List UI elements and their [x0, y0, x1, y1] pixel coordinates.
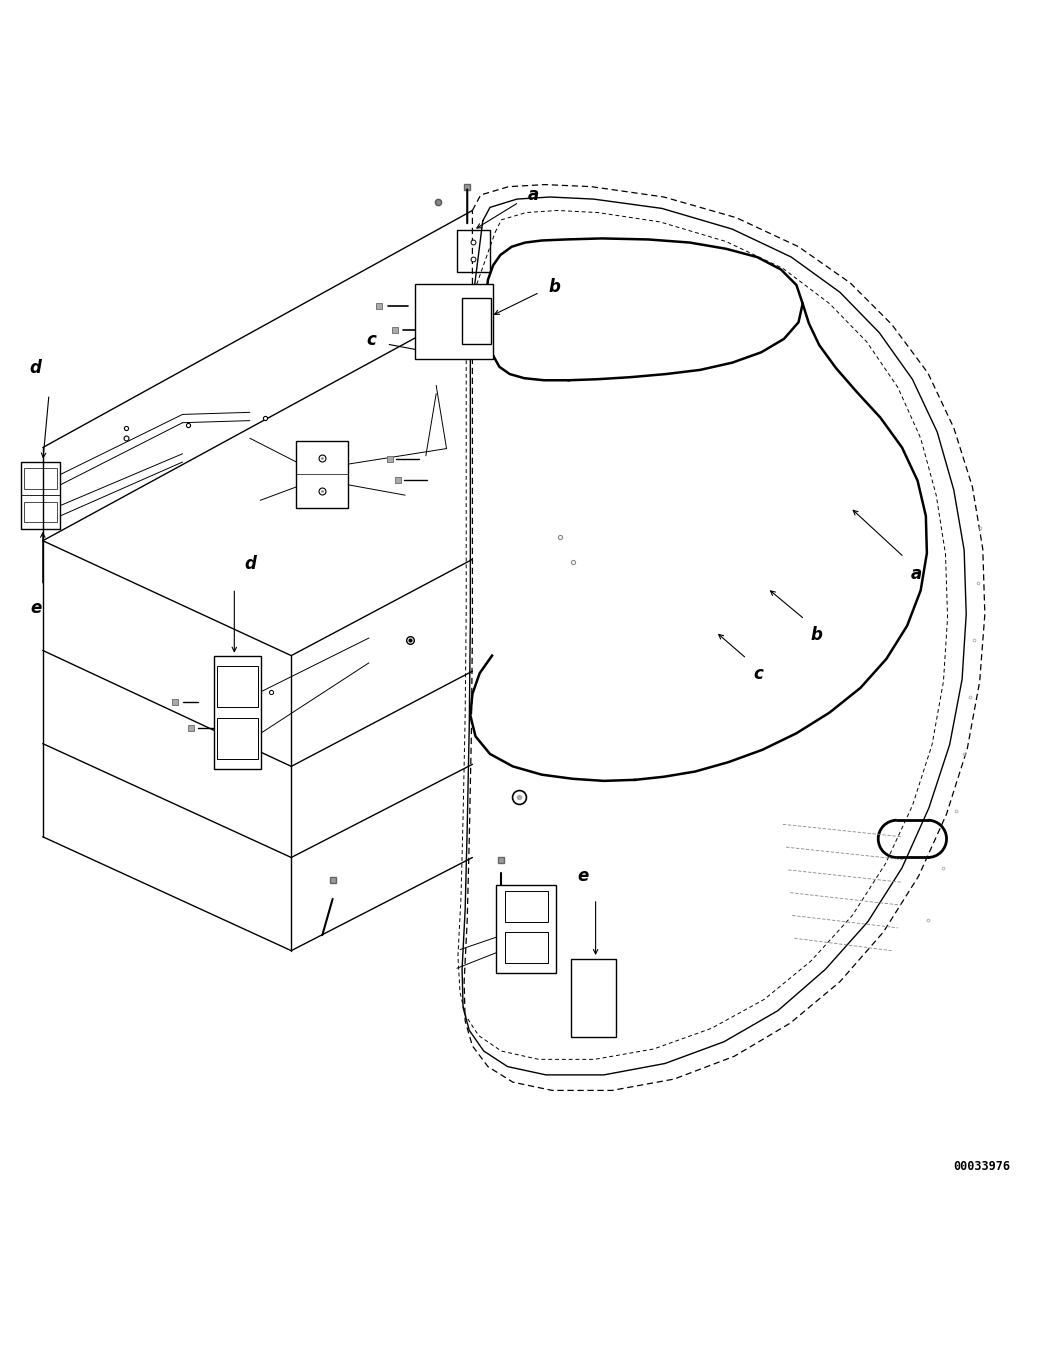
- Bar: [24, 468, 57, 489]
- Bar: [571, 960, 617, 1037]
- Bar: [297, 440, 348, 508]
- Text: a: a: [910, 564, 922, 582]
- Bar: [217, 718, 257, 759]
- Text: a: a: [527, 185, 539, 204]
- Bar: [217, 667, 257, 707]
- Bar: [21, 462, 60, 529]
- Text: e: e: [577, 867, 589, 886]
- Bar: [504, 890, 548, 921]
- Bar: [504, 932, 548, 964]
- Bar: [214, 656, 261, 770]
- Text: 00033976: 00033976: [954, 1160, 1011, 1174]
- Bar: [462, 298, 491, 343]
- Text: e: e: [30, 600, 42, 617]
- Bar: [415, 284, 493, 358]
- Bar: [457, 230, 490, 271]
- Text: b: b: [548, 278, 559, 296]
- Text: d: d: [244, 555, 255, 572]
- Text: d: d: [30, 358, 42, 376]
- Text: c: c: [366, 331, 376, 349]
- Bar: [496, 886, 556, 973]
- Text: c: c: [753, 665, 763, 683]
- Text: b: b: [811, 626, 823, 643]
- Bar: [24, 502, 57, 522]
